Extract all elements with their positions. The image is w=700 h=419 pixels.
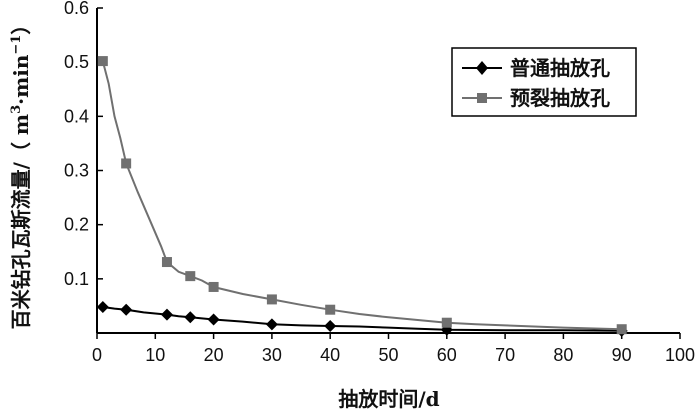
y-tick-label: 0.6 [64, 0, 89, 18]
x-tick-label: 30 [262, 345, 282, 365]
legend-label-series-2: 预裂抽放孔 [510, 86, 610, 110]
x-tick-label: 10 [145, 345, 165, 365]
diamond-marker [96, 301, 109, 313]
x-tick-label: 100 [665, 345, 695, 365]
x-tick-label: 70 [495, 345, 515, 365]
x-axis-title: 抽放时间/d [338, 387, 439, 411]
y-axis-title-main: 百米钻孔瓦斯流量/（ m [9, 114, 33, 329]
y-tick-label: 0.1 [64, 269, 89, 289]
x-tick-label: 20 [204, 345, 224, 365]
legend-marker-diamond [476, 61, 488, 75]
legend: 普通抽放孔 预裂抽放孔 [451, 47, 637, 117]
legend-label-series-1: 普通抽放孔 [510, 56, 610, 80]
series-layer [96, 56, 628, 337]
x-tick-label: 80 [553, 345, 573, 365]
diamond-marker [120, 303, 133, 316]
x-tick-label: 90 [612, 345, 632, 365]
diamond-marker [160, 308, 173, 321]
y-tick-label: 0.2 [64, 215, 89, 235]
y-axis-title: 百米钻孔瓦斯流量/（ m3·min−1） [9, 15, 33, 330]
square-marker [616, 324, 627, 335]
y-tick-label: 0.5 [64, 52, 89, 72]
legend-box [451, 47, 637, 117]
diamond-marker [184, 311, 197, 324]
x-tick-label: 60 [437, 345, 457, 365]
x-tick-label: 50 [378, 345, 398, 365]
diamond-marker [207, 313, 220, 326]
y-axis-title-end: ） [9, 15, 33, 35]
x-tick-label: 0 [92, 345, 102, 365]
ticks: 0 10 20 30 40 50 60 70 80 90 100 0.1 0.2 0.3 0.4 0.5 0.6 [64, 0, 695, 365]
square-marker [325, 304, 336, 315]
y-tick-label: 0.4 [64, 106, 89, 126]
square-marker [208, 281, 219, 292]
series-line-1 [102, 306, 622, 332]
square-marker [441, 317, 452, 328]
square-marker [161, 257, 172, 268]
y-axis-title-sup2: −1 [9, 35, 24, 55]
x-tick-label: 40 [320, 345, 340, 365]
diamond-marker [324, 319, 337, 332]
square-marker [266, 294, 277, 305]
square-marker [121, 158, 132, 169]
square-marker [97, 56, 108, 67]
square-marker [185, 271, 196, 282]
y-axis-title-sup1: 3 [9, 105, 24, 114]
y-tick-label: 0.3 [64, 161, 89, 181]
y-axis-title-mid: ·min [9, 54, 33, 105]
legend-marker-square [477, 93, 487, 103]
diamond-marker [265, 318, 278, 331]
